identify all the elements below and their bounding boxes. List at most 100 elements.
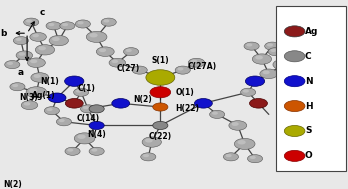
Circle shape	[145, 139, 153, 143]
Circle shape	[250, 156, 256, 159]
Circle shape	[111, 60, 118, 63]
Text: O(1): O(1)	[175, 88, 194, 97]
Text: Ag(1): Ag(1)	[32, 91, 55, 100]
Circle shape	[109, 58, 126, 67]
Circle shape	[58, 119, 65, 122]
Circle shape	[231, 122, 239, 126]
Circle shape	[65, 98, 83, 108]
Circle shape	[49, 93, 65, 102]
Circle shape	[141, 153, 156, 161]
Circle shape	[83, 106, 89, 109]
Circle shape	[76, 89, 82, 93]
Circle shape	[33, 74, 41, 78]
Circle shape	[284, 150, 305, 161]
Circle shape	[30, 33, 46, 41]
Circle shape	[56, 97, 58, 98]
Circle shape	[153, 121, 168, 129]
Circle shape	[96, 47, 114, 57]
Circle shape	[245, 76, 265, 86]
Text: N: N	[305, 77, 313, 86]
Circle shape	[78, 21, 84, 24]
Circle shape	[89, 147, 104, 155]
Circle shape	[67, 148, 73, 152]
Circle shape	[13, 36, 29, 45]
Circle shape	[26, 19, 32, 22]
Circle shape	[24, 102, 30, 106]
Circle shape	[284, 76, 305, 87]
Circle shape	[30, 59, 37, 63]
Circle shape	[27, 58, 45, 67]
Circle shape	[284, 26, 305, 37]
Circle shape	[146, 70, 175, 85]
Text: N(1): N(1)	[40, 77, 59, 86]
Circle shape	[247, 77, 263, 85]
Circle shape	[52, 37, 60, 41]
Text: S(1): S(1)	[151, 56, 169, 65]
Circle shape	[244, 42, 259, 50]
Circle shape	[73, 88, 89, 96]
Circle shape	[62, 23, 68, 26]
Circle shape	[246, 43, 252, 46]
Circle shape	[24, 18, 39, 26]
Circle shape	[229, 121, 247, 130]
Circle shape	[89, 121, 104, 129]
Circle shape	[267, 43, 273, 46]
Circle shape	[191, 60, 197, 63]
Text: O: O	[305, 151, 313, 160]
Circle shape	[284, 101, 305, 112]
Circle shape	[268, 48, 283, 56]
Circle shape	[234, 138, 255, 149]
Text: N(4): N(4)	[87, 130, 106, 139]
Circle shape	[21, 101, 38, 110]
Circle shape	[240, 88, 256, 96]
Circle shape	[5, 60, 20, 69]
Circle shape	[16, 38, 22, 41]
Circle shape	[47, 108, 53, 111]
Circle shape	[250, 78, 256, 82]
Circle shape	[16, 51, 33, 60]
Circle shape	[7, 62, 13, 65]
Circle shape	[284, 51, 305, 62]
Circle shape	[48, 93, 66, 103]
Circle shape	[99, 48, 106, 52]
Circle shape	[65, 147, 80, 155]
Text: C(27A): C(27A)	[188, 62, 217, 71]
Circle shape	[270, 49, 276, 52]
Circle shape	[255, 55, 263, 60]
Circle shape	[80, 105, 96, 113]
Circle shape	[212, 112, 218, 115]
Circle shape	[12, 84, 18, 87]
Circle shape	[77, 135, 86, 139]
Circle shape	[32, 34, 39, 37]
Circle shape	[60, 22, 75, 30]
Text: b: b	[1, 29, 7, 38]
Text: C(27): C(27)	[117, 64, 140, 73]
Circle shape	[209, 110, 225, 119]
Circle shape	[26, 87, 47, 98]
Text: C(1): C(1)	[78, 84, 96, 93]
Circle shape	[132, 66, 147, 74]
Circle shape	[223, 153, 238, 161]
Circle shape	[177, 67, 183, 70]
Circle shape	[142, 137, 161, 147]
Circle shape	[237, 140, 246, 144]
Circle shape	[276, 61, 284, 65]
Text: S: S	[305, 126, 311, 136]
Text: H(22): H(22)	[175, 104, 199, 113]
Circle shape	[226, 154, 232, 157]
Circle shape	[44, 107, 60, 115]
Circle shape	[48, 23, 54, 26]
Circle shape	[89, 105, 104, 113]
Circle shape	[262, 70, 270, 74]
FancyBboxPatch shape	[276, 6, 346, 171]
Text: C: C	[305, 52, 311, 61]
Circle shape	[285, 48, 300, 56]
Text: c: c	[39, 8, 45, 17]
Circle shape	[287, 49, 294, 52]
Circle shape	[284, 125, 305, 136]
Circle shape	[75, 20, 90, 28]
Circle shape	[74, 133, 95, 144]
Circle shape	[153, 103, 168, 111]
Text: N(2): N(2)	[133, 95, 151, 104]
Circle shape	[31, 73, 49, 82]
